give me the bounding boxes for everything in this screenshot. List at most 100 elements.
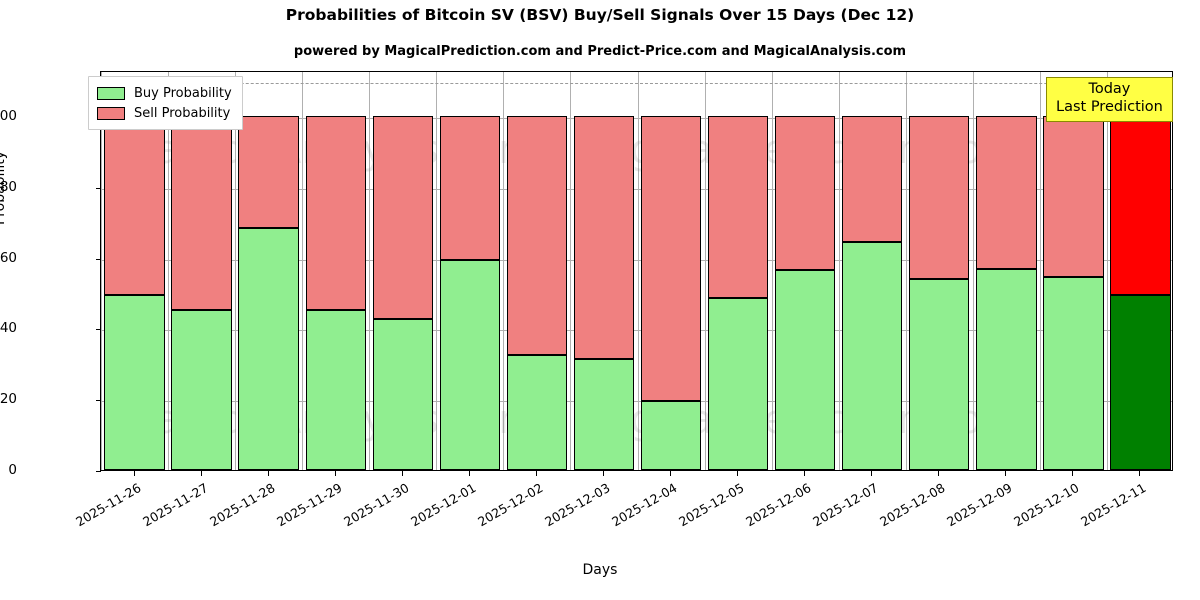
bar-segment-buy <box>439 260 500 470</box>
x-tick-mark <box>1072 471 1074 476</box>
bar-segment-buy <box>238 227 299 470</box>
x-tick-mark <box>1139 471 1141 476</box>
bar-segment-sell <box>573 116 635 359</box>
y-tick-label: 80 <box>0 178 17 195</box>
x-tick-mark <box>871 471 873 476</box>
gridline-horizontal <box>101 118 1172 120</box>
bar-segment-sell <box>976 116 1037 270</box>
gridline-vertical <box>235 72 237 470</box>
x-tick-label: 2025-11-29 <box>273 480 345 530</box>
gridline-vertical <box>1106 72 1108 470</box>
y-tick-label: 100 <box>0 108 17 125</box>
legend-item-buy: Buy Probability <box>97 83 232 103</box>
bar-2025-12-09 <box>976 72 1037 470</box>
gridline-vertical <box>972 72 974 470</box>
bar-segment-sell <box>439 116 500 261</box>
x-tick-mark <box>334 471 336 476</box>
bar-2025-11-29 <box>305 72 366 470</box>
gridline-vertical <box>905 72 907 470</box>
bar-segment-buy <box>104 294 165 470</box>
bar-segment-buy <box>372 318 433 470</box>
x-tick-mark <box>401 471 403 476</box>
bar-2025-11-26 <box>104 72 165 470</box>
legend-swatch-buy <box>97 86 125 100</box>
x-tick-label: 2025-12-04 <box>609 480 680 530</box>
bar-2025-11-27 <box>171 72 232 470</box>
chart-subtitle: powered by MagicalPrediction.com and Pre… <box>293 44 907 59</box>
today-annotation-line1: Today <box>1088 81 1131 97</box>
y-tick-label: 60 <box>0 249 17 266</box>
gridline-vertical <box>838 72 840 470</box>
bar-2025-12-02 <box>506 72 568 470</box>
bar-segment-sell <box>774 116 836 270</box>
gridline-horizontal <box>101 188 1172 190</box>
x-tick-label: 2025-12-11 <box>1078 480 1149 530</box>
x-tick-label: 2025-12-10 <box>1011 480 1082 530</box>
bar-segment-buy <box>842 242 903 470</box>
x-tick-mark <box>267 471 269 476</box>
y-tick-mark <box>96 329 101 331</box>
bar-segment-buy <box>506 354 568 470</box>
bar-segment-sell <box>104 116 165 295</box>
x-tick-label: 2025-12-07 <box>810 480 881 530</box>
x-tick-mark <box>468 471 470 476</box>
bar-segment-sell <box>909 116 970 280</box>
gridline-vertical <box>436 72 438 470</box>
legend-swatch-sell <box>97 106 125 120</box>
y-tick-mark <box>96 400 101 402</box>
x-tick-mark <box>535 471 537 476</box>
bar-2025-12-03 <box>573 72 635 470</box>
bar-2025-12-01 <box>439 72 500 470</box>
bar-2025-12-08 <box>909 72 970 470</box>
bar-segment-buy <box>909 279 970 470</box>
y-tick-label: 20 <box>0 391 17 408</box>
bar-segment-buy <box>774 269 836 470</box>
x-tick-label: 2025-11-30 <box>340 480 412 530</box>
plot-area: MagicalAnalysis.comMagicalPrediction.com… <box>100 71 1173 471</box>
bar-segment-sell <box>238 116 299 228</box>
x-tick-mark <box>602 471 604 476</box>
bar-2025-12-05 <box>707 72 769 470</box>
y-tick-label: 0 <box>8 462 17 478</box>
bar-segment-sell <box>171 116 232 310</box>
legend-label-buy: Buy Probability <box>134 85 232 101</box>
bar-segment-buy <box>305 309 366 470</box>
chart-legend: Buy Probability Sell Probability <box>88 76 243 130</box>
bar-2025-12-07 <box>842 72 903 470</box>
bar-segment-sell <box>372 116 433 319</box>
threshold-dashed-line <box>101 82 1172 84</box>
bar-2025-12-11 <box>1110 72 1171 470</box>
x-tick-label: 2025-12-09 <box>944 480 1015 530</box>
y-tick-label: 40 <box>0 320 17 337</box>
bar-2025-12-10 <box>1043 72 1104 470</box>
y-tick-mark <box>96 258 101 260</box>
x-tick-mark <box>804 471 806 476</box>
bar-segment-sell <box>1043 116 1104 277</box>
x-tick-label: 2025-12-06 <box>743 480 814 530</box>
gridline-horizontal <box>101 259 1172 261</box>
bar-segment-buy <box>1043 276 1104 470</box>
gridline-vertical <box>704 72 706 470</box>
today-annotation-line2: Last Prediction <box>1056 98 1163 115</box>
gridline-vertical <box>637 72 639 470</box>
bar-segment-sell <box>842 116 903 243</box>
bar-segment-sell <box>305 116 366 310</box>
bar-segment-buy <box>171 309 232 470</box>
bar-segment-buy <box>640 401 702 470</box>
x-tick-mark <box>737 471 739 476</box>
x-tick-label: 2025-12-01 <box>407 480 479 530</box>
today-annotation: Today Last Prediction <box>1046 77 1173 123</box>
x-tick-label: 2025-12-08 <box>877 480 948 530</box>
gridline-vertical <box>101 72 102 470</box>
bar-segment-sell <box>640 116 702 402</box>
legend-label-sell: Sell Probability <box>134 105 231 121</box>
chart-title: Probabilities of Bitcoin SV (BSV) Buy/Se… <box>285 6 915 24</box>
bar-segment-buy <box>707 297 769 470</box>
x-tick-mark <box>200 471 202 476</box>
bar-segment-buy <box>573 358 635 470</box>
x-tick-mark <box>938 471 940 476</box>
x-tick-label: 2025-12-05 <box>676 480 747 530</box>
gridline-horizontal <box>101 330 1172 332</box>
bar-2025-12-04 <box>640 72 702 470</box>
